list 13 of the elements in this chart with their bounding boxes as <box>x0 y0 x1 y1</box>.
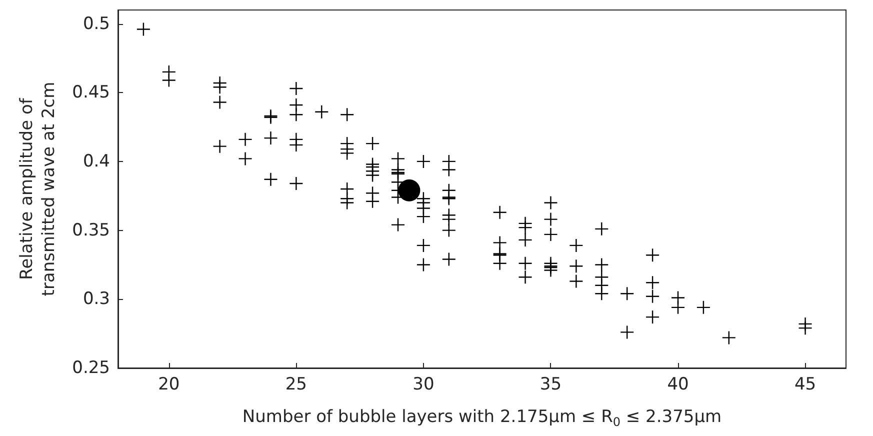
x-tick-label: 45 <box>794 374 816 394</box>
y-tick-label: 0.25 <box>72 358 110 378</box>
y-tick-label: 0.4 <box>82 151 110 172</box>
y-tick-label: 0.45 <box>72 82 110 103</box>
y-tick-label: 0.5 <box>82 14 110 34</box>
y-axis-title: Relative amplitude of transmitted wave at 2cm <box>17 82 59 296</box>
y-tick-label: 0.3 <box>82 289 110 310</box>
x-tick-label: 30 <box>412 374 434 394</box>
y-tick-label: 0.35 <box>72 220 110 240</box>
x-tick-label: 25 <box>285 374 307 394</box>
x-tick-label: 40 <box>667 374 689 394</box>
x-tick-label: 20 <box>158 374 180 394</box>
x-tick-label: 35 <box>540 374 562 394</box>
